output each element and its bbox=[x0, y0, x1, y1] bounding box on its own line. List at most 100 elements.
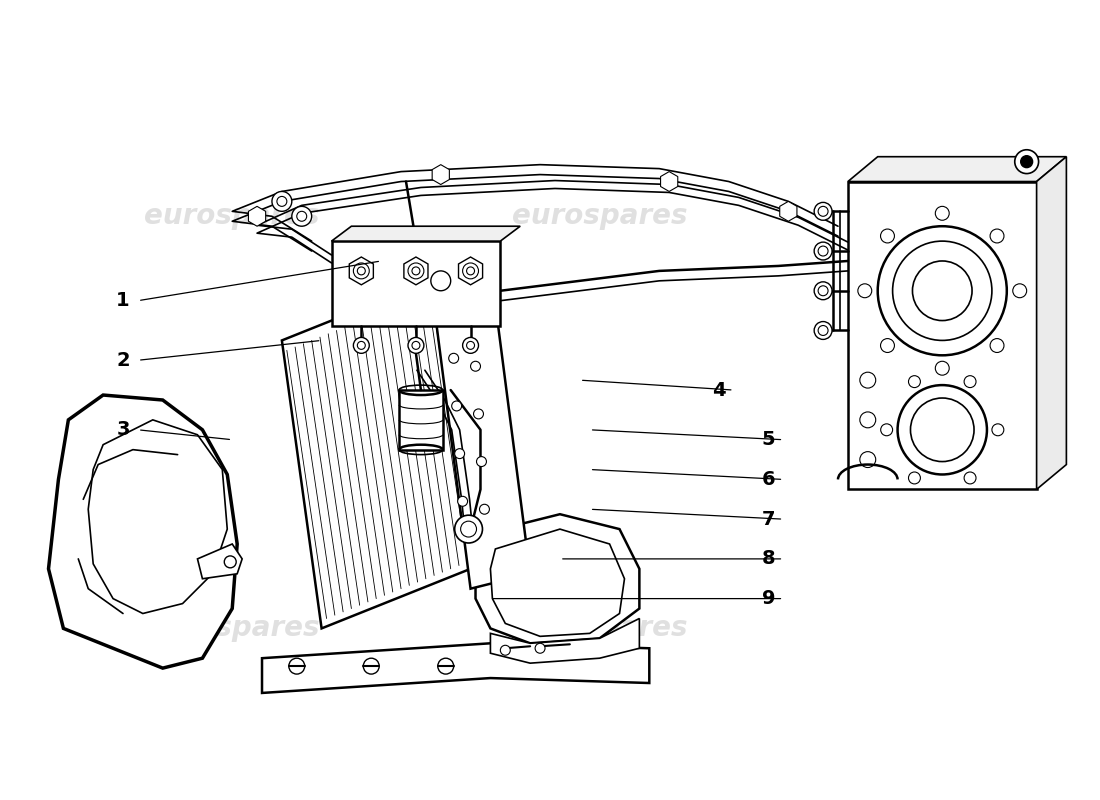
Circle shape bbox=[438, 658, 453, 674]
Circle shape bbox=[1021, 156, 1033, 168]
Circle shape bbox=[814, 282, 832, 300]
Polygon shape bbox=[491, 618, 639, 663]
Circle shape bbox=[452, 401, 462, 411]
Polygon shape bbox=[475, 514, 639, 643]
Circle shape bbox=[446, 306, 455, 315]
Text: eurospares: eurospares bbox=[144, 614, 320, 642]
Circle shape bbox=[860, 452, 876, 467]
Circle shape bbox=[990, 229, 1004, 243]
Circle shape bbox=[818, 206, 828, 216]
Circle shape bbox=[358, 267, 365, 275]
Text: eurospares: eurospares bbox=[144, 202, 320, 230]
Circle shape bbox=[454, 515, 483, 543]
Text: 1: 1 bbox=[117, 291, 130, 310]
Circle shape bbox=[858, 284, 871, 298]
Polygon shape bbox=[198, 544, 242, 578]
Circle shape bbox=[480, 504, 490, 514]
Circle shape bbox=[880, 229, 894, 243]
Circle shape bbox=[272, 191, 292, 211]
Circle shape bbox=[224, 556, 236, 568]
Circle shape bbox=[292, 206, 311, 226]
Polygon shape bbox=[404, 257, 428, 285]
Polygon shape bbox=[848, 157, 1066, 182]
Text: 9: 9 bbox=[761, 589, 776, 608]
Circle shape bbox=[466, 342, 474, 350]
Circle shape bbox=[277, 197, 287, 206]
Polygon shape bbox=[88, 420, 228, 614]
Polygon shape bbox=[249, 206, 265, 226]
Circle shape bbox=[913, 261, 972, 321]
Polygon shape bbox=[331, 226, 520, 241]
Polygon shape bbox=[48, 395, 238, 668]
Circle shape bbox=[476, 457, 486, 466]
Circle shape bbox=[412, 342, 420, 350]
Text: 7: 7 bbox=[761, 510, 776, 529]
Circle shape bbox=[297, 211, 307, 222]
Circle shape bbox=[909, 376, 921, 387]
Polygon shape bbox=[661, 171, 678, 191]
Circle shape bbox=[964, 472, 976, 484]
Circle shape bbox=[878, 226, 1006, 355]
Circle shape bbox=[990, 338, 1004, 353]
Polygon shape bbox=[431, 266, 530, 589]
Circle shape bbox=[454, 449, 464, 458]
Circle shape bbox=[358, 342, 365, 350]
Text: 3: 3 bbox=[117, 420, 130, 439]
Text: eurospares: eurospares bbox=[512, 614, 688, 642]
Polygon shape bbox=[432, 165, 450, 185]
Text: 4: 4 bbox=[712, 381, 726, 399]
Circle shape bbox=[814, 242, 832, 260]
Circle shape bbox=[911, 398, 974, 462]
Text: 2: 2 bbox=[117, 350, 130, 370]
Circle shape bbox=[463, 263, 478, 279]
Circle shape bbox=[860, 372, 876, 388]
Circle shape bbox=[363, 658, 379, 674]
Text: eurospares: eurospares bbox=[512, 202, 688, 230]
Circle shape bbox=[1013, 284, 1026, 298]
Circle shape bbox=[458, 496, 468, 506]
Circle shape bbox=[992, 424, 1004, 436]
Circle shape bbox=[289, 658, 305, 674]
Polygon shape bbox=[848, 182, 1036, 490]
Text: 8: 8 bbox=[761, 550, 776, 568]
Polygon shape bbox=[282, 281, 471, 629]
Circle shape bbox=[881, 424, 892, 436]
Circle shape bbox=[935, 362, 949, 375]
Circle shape bbox=[892, 241, 992, 341]
Circle shape bbox=[535, 643, 544, 654]
Circle shape bbox=[471, 362, 481, 371]
Circle shape bbox=[461, 521, 476, 537]
Circle shape bbox=[935, 206, 949, 220]
Circle shape bbox=[408, 338, 424, 354]
Circle shape bbox=[449, 354, 459, 363]
Text: 6: 6 bbox=[761, 470, 776, 489]
Circle shape bbox=[431, 271, 451, 290]
Circle shape bbox=[964, 376, 976, 387]
Circle shape bbox=[880, 338, 894, 353]
Polygon shape bbox=[262, 643, 649, 693]
Circle shape bbox=[898, 385, 987, 474]
Polygon shape bbox=[331, 241, 500, 326]
Circle shape bbox=[818, 246, 828, 256]
Circle shape bbox=[463, 338, 478, 354]
Circle shape bbox=[353, 338, 370, 354]
Polygon shape bbox=[780, 202, 796, 222]
Circle shape bbox=[353, 263, 370, 279]
Circle shape bbox=[814, 202, 832, 220]
FancyBboxPatch shape bbox=[399, 390, 442, 450]
Circle shape bbox=[909, 472, 921, 484]
Polygon shape bbox=[459, 257, 483, 285]
Text: 5: 5 bbox=[761, 430, 776, 450]
Circle shape bbox=[860, 412, 876, 428]
Circle shape bbox=[408, 263, 424, 279]
Polygon shape bbox=[491, 529, 625, 636]
Circle shape bbox=[468, 314, 477, 323]
Circle shape bbox=[818, 286, 828, 296]
Circle shape bbox=[1014, 150, 1038, 174]
Polygon shape bbox=[350, 257, 373, 285]
Polygon shape bbox=[1036, 157, 1066, 490]
Circle shape bbox=[466, 267, 474, 275]
Circle shape bbox=[473, 409, 484, 419]
Circle shape bbox=[814, 322, 832, 339]
Circle shape bbox=[412, 267, 420, 275]
